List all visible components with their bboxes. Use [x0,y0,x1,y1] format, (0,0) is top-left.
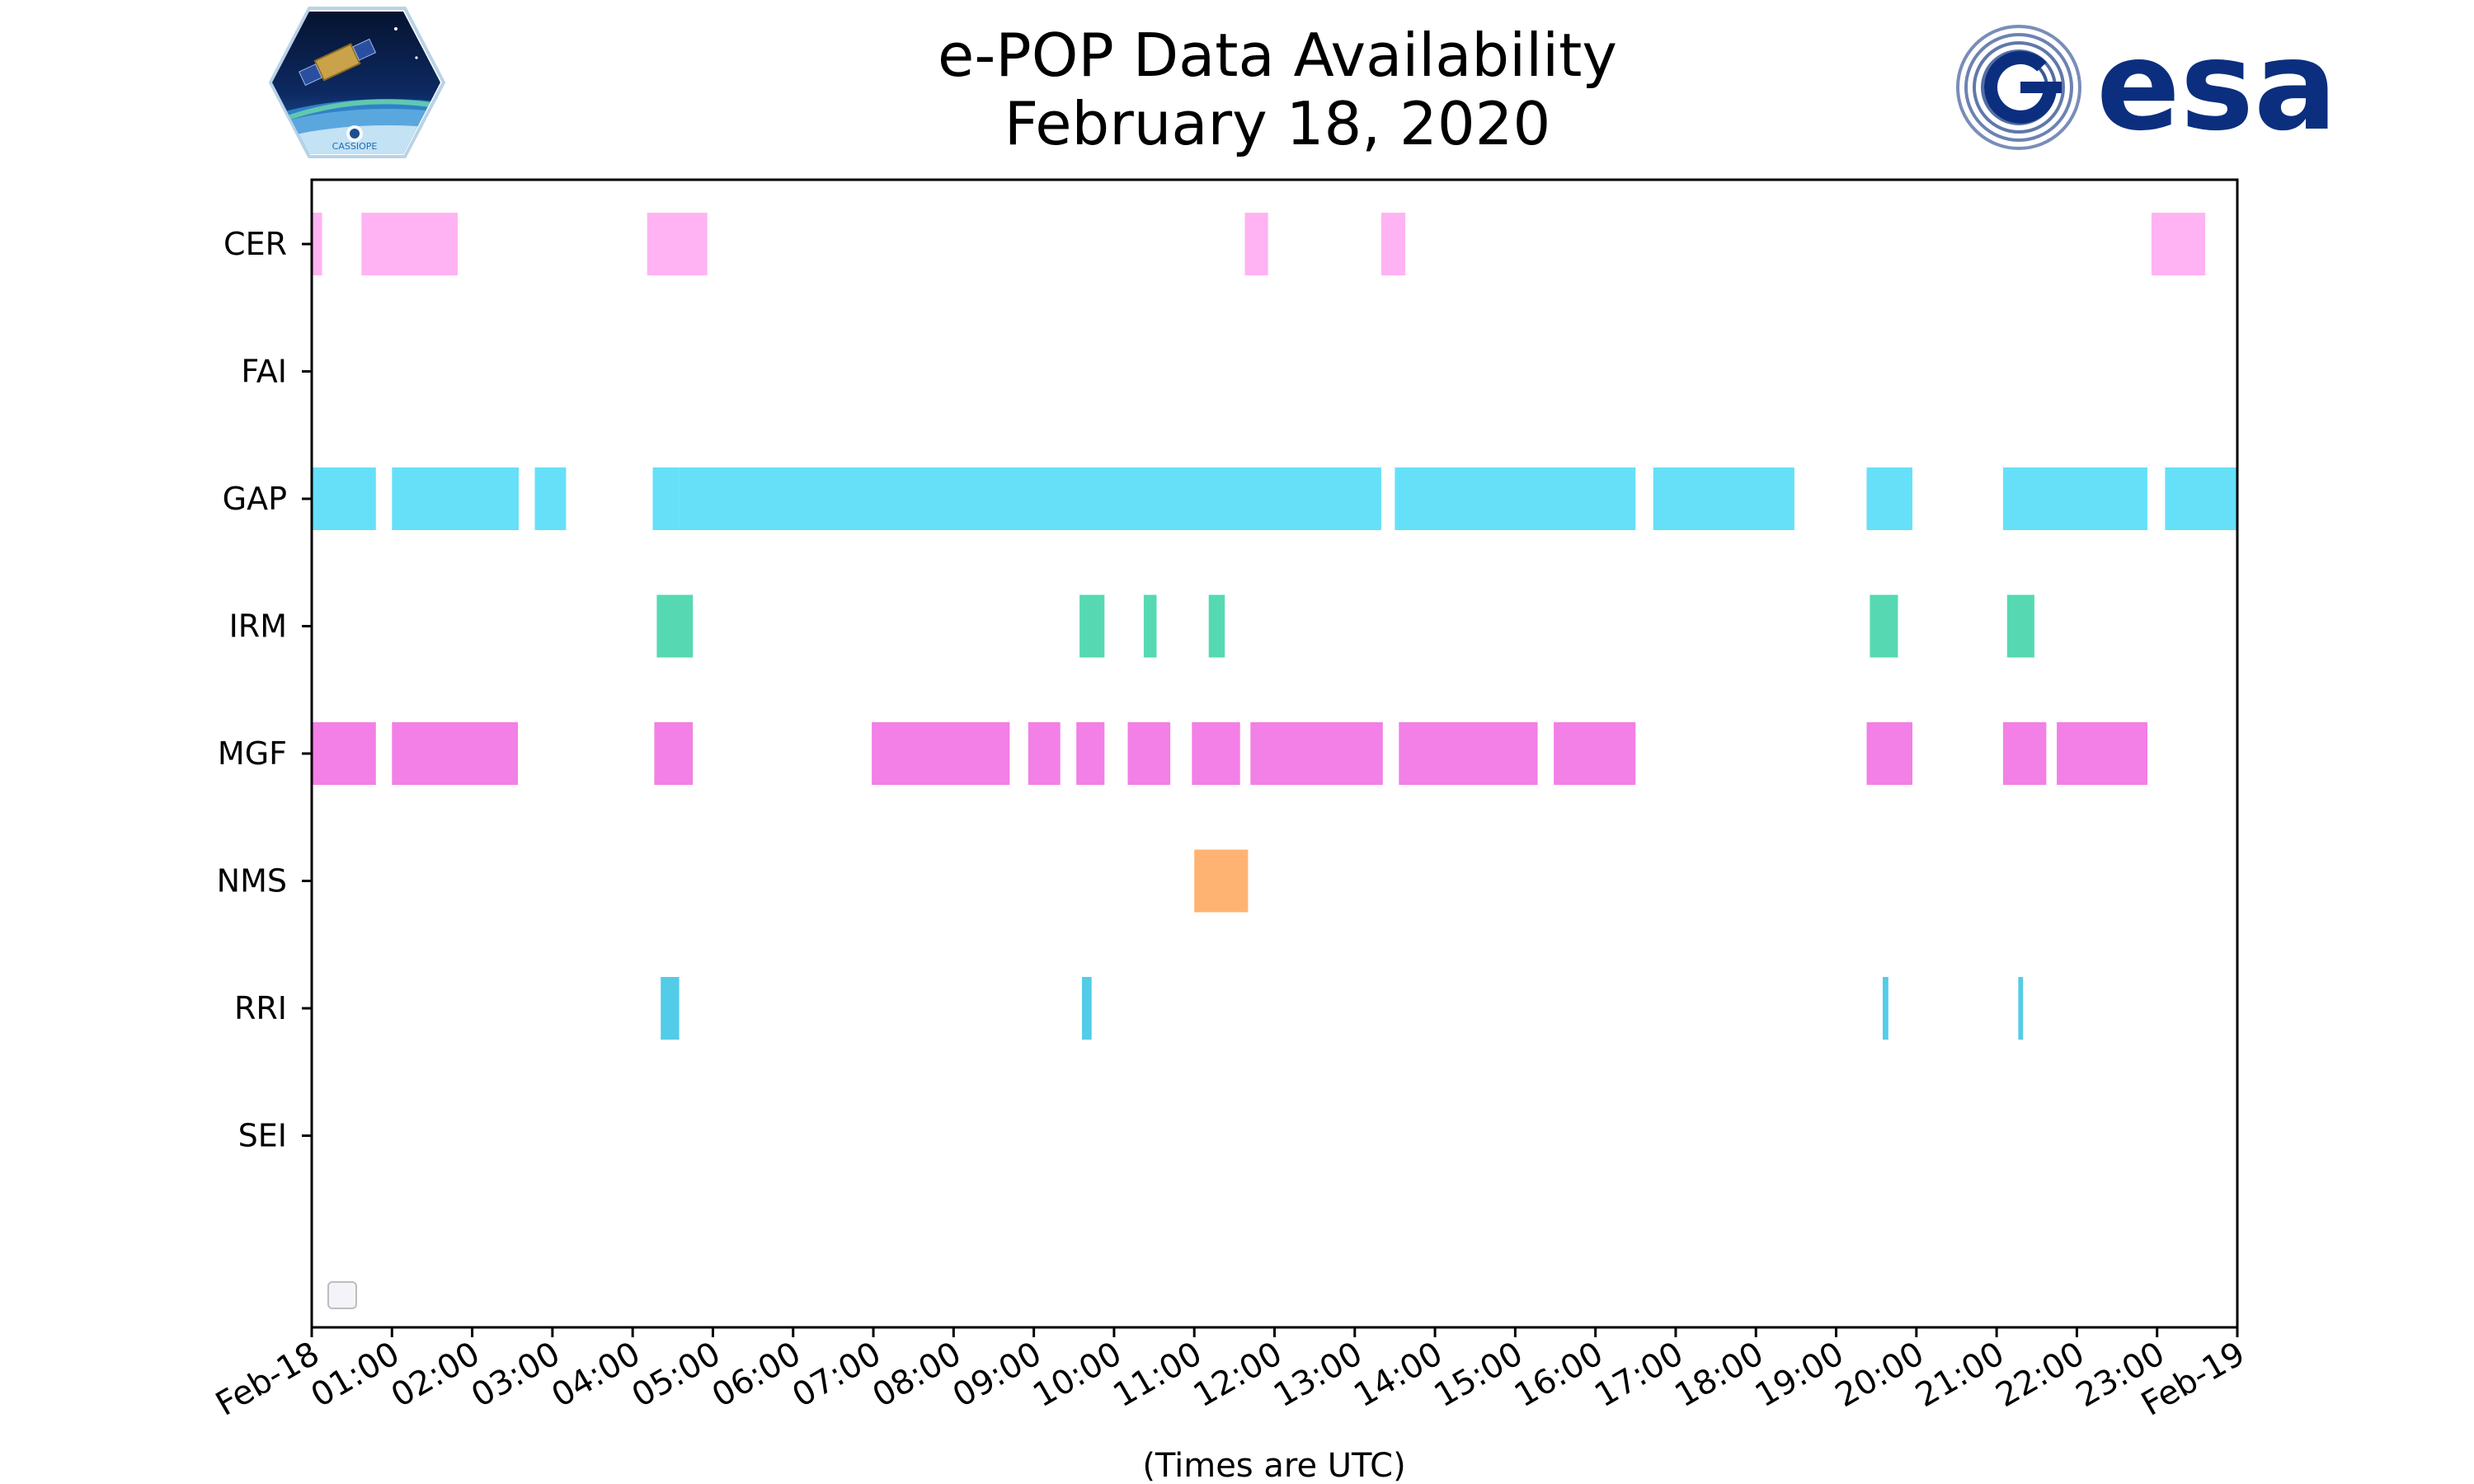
bar-cer-1 [361,213,459,275]
x-tick-label-15: 15:00 [1428,1335,1530,1415]
x-tick-label-9: 09:00 [947,1335,1048,1415]
bar-cer-4 [1380,213,1406,275]
bar-irm-4 [1870,594,1898,658]
bar-cer-3 [1244,213,1268,275]
bar-rri-2 [1883,977,1888,1040]
bar-nms-0 [1194,849,1249,913]
bar-mgf-9 [1399,722,1538,785]
x-tick-label-19: 19:00 [1749,1335,1851,1415]
x-tick-label-14: 14:00 [1348,1335,1449,1415]
bar-irm-2 [1143,594,1157,658]
bar-mgf-4 [1028,722,1061,785]
x-tick-label-6: 06:00 [706,1335,807,1415]
bar-gap-0 [312,467,376,530]
y-tick-label-rri: RRI [234,990,287,1026]
bar-mgf-10 [1554,722,1636,785]
x-tick-label-10: 10:00 [1027,1335,1128,1415]
x-tick-label-21: 21:00 [1909,1335,2011,1415]
x-tick-label-2: 02:00 [385,1335,487,1415]
x-tick-label-18: 18:00 [1668,1335,1770,1415]
x-axis: Feb-1801:0002:0003:0004:0005:0006:0007:0… [209,1327,2251,1424]
y-tick-label-gap: GAP [223,481,287,517]
x-tick-label-7: 07:00 [786,1335,887,1415]
bar-mgf-2 [654,722,694,785]
plot-area [312,213,2237,1040]
x-tick-label-8: 08:00 [866,1335,967,1415]
x-tick-label-1: 01:00 [304,1335,406,1415]
x-tick-label-5: 05:00 [626,1335,727,1415]
bar-gap-7 [1866,467,1912,530]
bar-mgf-3 [872,722,1010,785]
bar-mgf-6 [1127,722,1171,785]
bar-irm-5 [2006,594,2034,658]
x-tick-label-20: 20:00 [1829,1335,1931,1415]
bar-mgf-8 [1250,722,1383,785]
x-tick-label-11: 11:00 [1107,1335,1208,1415]
bar-gap-1 [392,467,519,530]
x-tick-label-13: 13:00 [1268,1335,1369,1415]
x-axis-label: (Times are UTC) [1142,1447,1405,1484]
chart-title: e-POP Data Availability [938,21,1617,90]
x-tick-label-4: 04:00 [545,1335,647,1415]
bar-gap-9 [2165,467,2237,530]
esa-logo-text: esa [2096,15,2337,158]
bar-gap-5 [1395,467,1636,530]
esa-logo-mark [1956,25,2081,150]
bar-cer-2 [647,213,708,275]
bar-gap-6 [1653,467,1794,530]
cassiope-logo-text: CASSIOPE [332,141,378,152]
x-tick-label-3: 03:00 [465,1335,567,1415]
bar-mgf-11 [1866,722,1912,785]
bar-mgf-13 [2057,722,2147,785]
esa-logo: esa [1956,15,2337,158]
y-tick-label-mgf: MGF [218,735,287,772]
bar-gap-4 [679,467,1381,530]
bar-mgf-0 [312,722,376,785]
legend-box [327,1281,357,1309]
bar-rri-0 [661,977,680,1040]
x-tick-label-17: 17:00 [1588,1335,1690,1415]
bar-cer-0 [312,213,322,275]
y-tick-label-irm: IRM [229,608,287,645]
bar-rri-3 [2018,977,2024,1040]
x-tick-label-0: Feb-18 [209,1335,326,1424]
bar-gap-8 [2002,467,2147,530]
bar-mgf-12 [2002,722,2047,785]
bar-rri-1 [1082,977,1092,1040]
y-tick-label-cer: CER [223,226,287,262]
y-axis: CER FAI GAP IRM MGF NMS RRI SEI [217,226,312,1154]
bar-cer-5 [2151,213,2206,275]
x-tick-label-12: 12:00 [1188,1335,1289,1415]
bar-mgf-7 [1192,722,1240,785]
y-tick-label-sei: SEI [238,1118,287,1154]
bar-mgf-5 [1076,722,1105,785]
y-tick-label-nms: NMS [217,863,287,899]
bar-gap-2 [534,467,567,530]
bar-mgf-1 [392,722,518,785]
x-tick-label-22: 22:00 [1990,1335,2091,1415]
x-tick-label-16: 16:00 [1508,1335,1610,1415]
bar-gap-3 [652,467,680,530]
bar-irm-1 [1079,594,1105,658]
bar-irm-0 [656,594,694,658]
chart-subtitle: February 18, 2020 [1004,89,1551,158]
bar-irm-3 [1208,594,1225,658]
y-tick-label-fai: FAI [241,354,287,390]
